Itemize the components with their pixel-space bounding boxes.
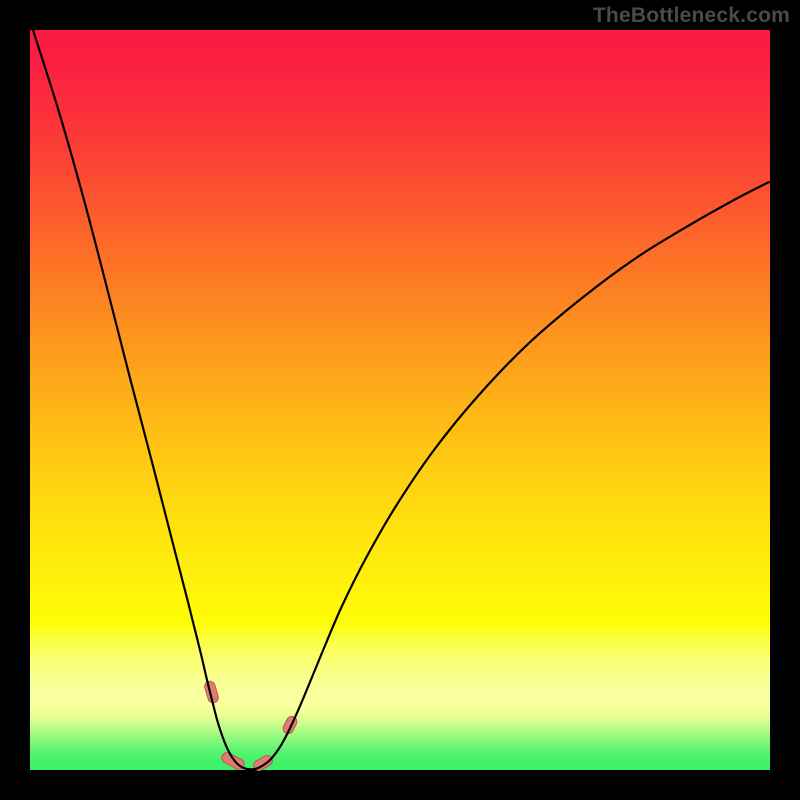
chart-svg	[0, 0, 800, 800]
plot-background	[30, 30, 770, 770]
chart-container: TheBottleneck.com	[0, 0, 800, 800]
watermark-label: TheBottleneck.com	[593, 4, 790, 28]
